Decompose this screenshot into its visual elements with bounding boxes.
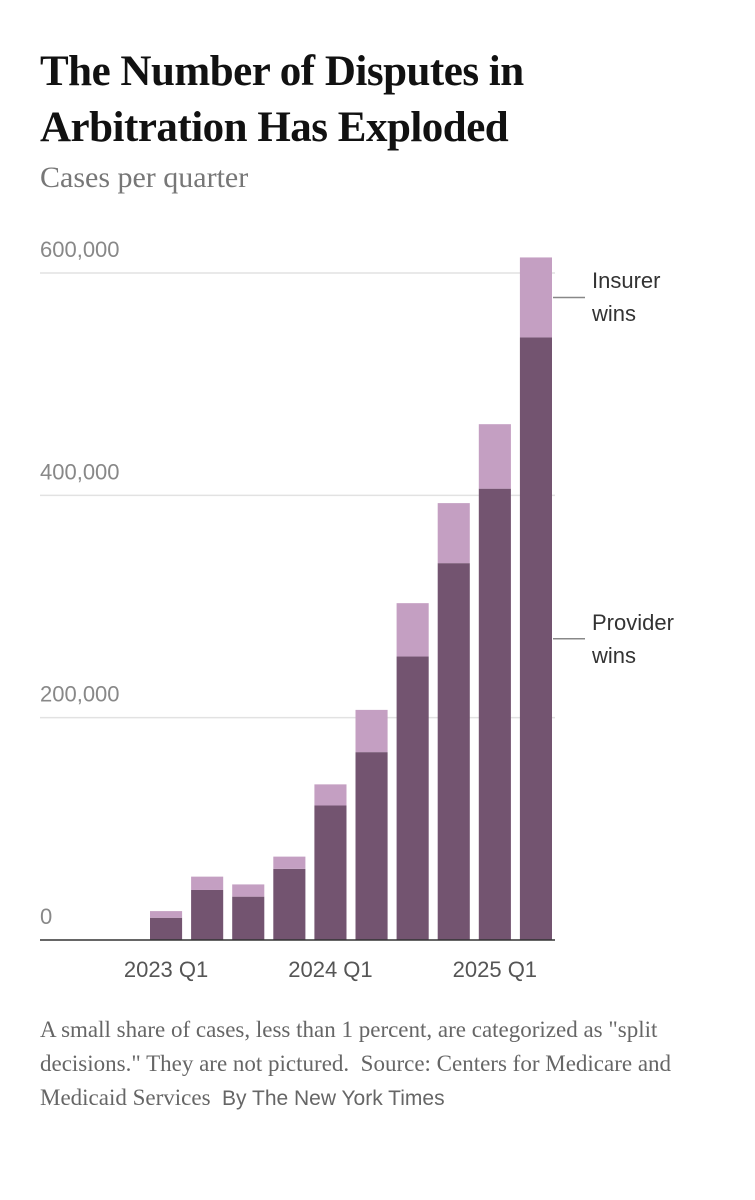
bar-segment (191, 876, 224, 890)
bar-segment (355, 752, 388, 940)
bar-segment (314, 784, 347, 806)
footnote: A small share of cases, less than 1 perc… (40, 1013, 720, 1116)
bar-segment (396, 603, 429, 657)
bar-segment (273, 868, 306, 940)
bar-segment (150, 917, 183, 940)
bar-segment (478, 424, 511, 489)
note: A small share of cases, less than 1 perc… (40, 1017, 658, 1076)
bar-segment (519, 257, 552, 338)
bar-segment (191, 889, 224, 940)
x-tick-label: 2025 Q1 (453, 957, 537, 982)
y-tick-label: 0 (40, 904, 52, 929)
series-label: Insurer wins (592, 268, 661, 327)
source: Source: Centers for Medicare and Medicai… (40, 1051, 672, 1110)
y-tick-label: 200,000 (40, 682, 120, 707)
bar-segment (355, 709, 388, 753)
bar-segment (232, 884, 265, 897)
bar-segment (150, 911, 183, 918)
chart-title: The Number of Disputes in Arbitration Ha… (40, 48, 524, 151)
bar-segment (437, 503, 470, 564)
bar-segment (437, 563, 470, 940)
bar-segment (478, 488, 511, 940)
bar-segment (273, 856, 306, 869)
chart-subtitle: Cases per quarter (40, 161, 249, 194)
y-tick-label: 400,000 (40, 459, 120, 484)
bar-segment (232, 896, 265, 940)
bar-segment (396, 656, 429, 940)
series-label: Provider wins (592, 609, 674, 668)
x-tick-label: 2024 Q1 (288, 957, 372, 982)
x-tick-label: 2023 Q1 (124, 957, 208, 982)
y-tick-label: 600,000 (40, 237, 120, 262)
bar-segment (519, 337, 552, 940)
bar-segment (314, 805, 347, 940)
byline: By The New York Times (222, 1087, 445, 1110)
